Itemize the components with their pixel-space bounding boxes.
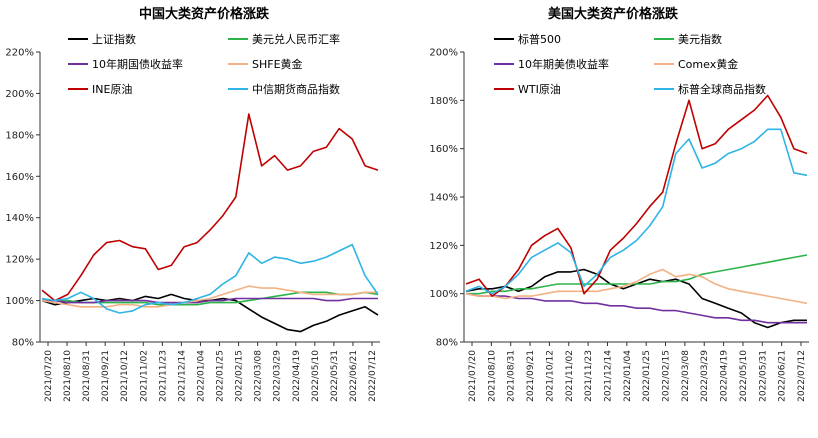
x-tick-label: 2021/08/31 xyxy=(82,350,92,402)
y-tick-label: 180% xyxy=(429,96,458,107)
x-tick-label: 2021/11/23 xyxy=(158,350,168,402)
x-tick-label: 2022/02/15 xyxy=(235,350,245,402)
x-tick-label: 2022/05/31 xyxy=(758,350,768,402)
series-line-2 xyxy=(465,292,807,324)
x-tick-label: 2022/03/29 xyxy=(700,350,710,402)
series-line-3 xyxy=(41,285,378,308)
x-tick-label: 2021/07/20 xyxy=(44,350,54,402)
y-tick-label: 140% xyxy=(5,213,34,224)
x-tick-label: 2022/03/08 xyxy=(681,350,691,402)
legend-label: 美元兑人民币汇率 xyxy=(252,32,340,46)
x-tick-label: 2022/03/29 xyxy=(273,350,283,402)
x-tick-label: 2022/06/21 xyxy=(349,350,359,402)
y-tick-label: 80% xyxy=(436,338,458,349)
legend-label: 标普500 xyxy=(518,32,561,46)
x-tick-label: 2021/11/02 xyxy=(139,350,149,402)
legend-label: SHFE黄金 xyxy=(252,57,303,71)
chart-title: 中国大类资产价格涨跌 xyxy=(139,6,270,22)
y-tick-label: 160% xyxy=(429,144,458,155)
y-tick-label: 120% xyxy=(429,241,458,252)
y-tick-label: 80% xyxy=(12,338,34,349)
x-tick-label: 2021/08/10 xyxy=(487,350,497,402)
x-tick-label: 2022/05/10 xyxy=(739,350,749,402)
chart-us-svg: 美国大类资产价格涨跌 80% 100% 120% 140% 160% 180% 200% 202… xyxy=(429,6,809,402)
series-line-5 xyxy=(41,243,379,314)
series-line-4 xyxy=(41,113,379,302)
x-tick-label: 2021/10/12 xyxy=(545,350,555,402)
legend-label: 标普全球商品指数 xyxy=(678,82,766,96)
x-tick-label: 2021/07/20 xyxy=(468,350,478,402)
legend-label: WTI原油 xyxy=(518,82,561,96)
x-tick-label: 2022/01/25 xyxy=(216,350,226,402)
y-tick-label: 180% xyxy=(5,130,34,141)
x-tick-label: 2021/11/23 xyxy=(584,350,594,402)
y-tick-label: 100% xyxy=(5,296,34,307)
series-line-1 xyxy=(466,254,808,295)
y-tick-label: 160% xyxy=(5,172,34,183)
chart-panel-us: 美国大类资产价格涨跌 80% 100% 120% 140% 160% 180% 200% 202… xyxy=(409,0,818,438)
legend-label: 10年期国债收益率 xyxy=(92,57,183,71)
x-tick-label: 2021/10/12 xyxy=(120,350,130,402)
legend-label: 美元指数 xyxy=(678,32,722,46)
x-tick-label: 2021/11/02 xyxy=(565,350,575,402)
chart-china-svg: 中国大类资产价格涨跌 80% 100% 120% 140% 160% 180% 200% 220… xyxy=(5,6,380,402)
x-tick-label: 2022/02/15 xyxy=(662,350,672,402)
legend-label: 上证指数 xyxy=(92,32,136,46)
legend-label: 中信期货商品指数 xyxy=(252,82,340,96)
x-tick-label: 2022/01/25 xyxy=(642,350,652,402)
series-line-5 xyxy=(465,128,808,295)
chart-panel-china: 中国大类资产价格涨跌 80% 100% 120% 140% 160% 180% 200% 220… xyxy=(5,6,380,402)
x-tick-label: 2022/06/21 xyxy=(778,350,788,402)
y-tick-label: 220% xyxy=(5,48,34,59)
x-tick-label: 2021/09/21 xyxy=(101,350,111,402)
y-tick-label: 100% xyxy=(429,289,458,300)
x-tick-label: 2022/01/04 xyxy=(196,350,206,402)
legend-label: INE原油 xyxy=(92,82,132,96)
legend-label: Comex黄金 xyxy=(678,57,738,71)
y-tick-label: 140% xyxy=(429,193,458,204)
x-tick-label: 2022/03/08 xyxy=(254,350,264,402)
series-line-3 xyxy=(465,268,808,305)
x-tick-label: 2021/08/10 xyxy=(63,350,73,402)
x-tick-label: 2022/07/12 xyxy=(797,350,807,402)
legend-label: 10年期美债收益率 xyxy=(518,57,609,71)
x-tick-label: 2021/08/31 xyxy=(507,350,517,402)
y-tick-label: 120% xyxy=(5,255,34,266)
x-tick-label: 2022/05/10 xyxy=(311,350,321,402)
y-tick-label: 200% xyxy=(5,89,34,100)
x-tick-label: 2022/04/19 xyxy=(720,350,730,402)
x-tick-label: 2022/05/31 xyxy=(330,350,340,402)
x-tick-label: 2021/12/14 xyxy=(177,350,187,402)
x-tick-label: 2022/01/04 xyxy=(623,350,633,402)
x-tick-label: 2022/07/12 xyxy=(368,350,378,402)
series-line-4 xyxy=(465,94,808,297)
y-tick-label: 200% xyxy=(429,48,458,59)
chart-title: 美国大类资产价格涨跌 xyxy=(548,6,679,22)
x-tick-label: 2021/09/21 xyxy=(526,350,536,402)
x-tick-label: 2021/12/14 xyxy=(603,350,613,402)
x-tick-label: 2022/04/19 xyxy=(292,350,302,402)
